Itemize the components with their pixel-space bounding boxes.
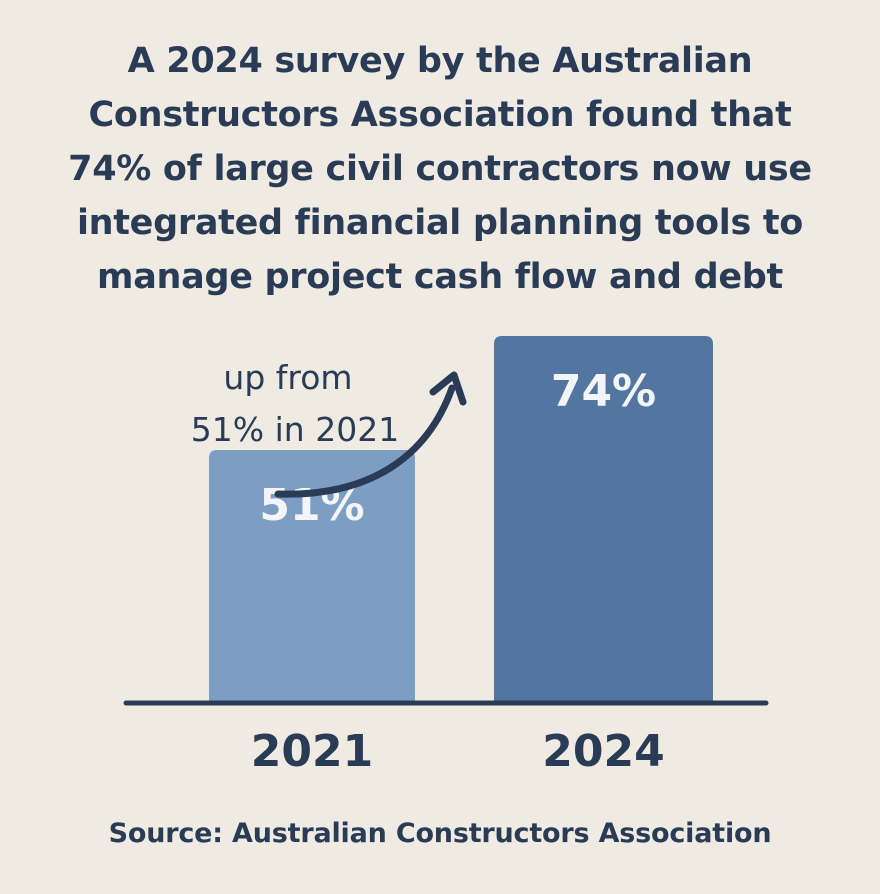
- annotation-text: 51% in 2021: [191, 410, 399, 449]
- x-tick-label: 2021: [251, 726, 373, 777]
- title-line: A 2024 survey by the Australian: [127, 41, 753, 81]
- title-line: manage project cash flow and debt: [97, 257, 783, 297]
- source-note: Source: Australian Constructors Associat…: [108, 818, 772, 849]
- annotation-text: up from: [223, 358, 352, 397]
- bar-value-label: 74%: [551, 366, 656, 417]
- chart-title: A 2024 survey by the Australian Construc…: [20, 34, 860, 304]
- arrowhead-icon: [429, 371, 467, 406]
- annotation-arrow-icon: [274, 384, 456, 498]
- x-tick-label: 2024: [542, 726, 664, 777]
- title-line: integrated financial planning tools to: [76, 203, 804, 243]
- bar-2024: [494, 335, 713, 703]
- title-line: Constructors Association found that: [88, 95, 792, 135]
- title-line: 74% of large civil contractors now use: [68, 149, 812, 189]
- bar-2021: [209, 450, 415, 703]
